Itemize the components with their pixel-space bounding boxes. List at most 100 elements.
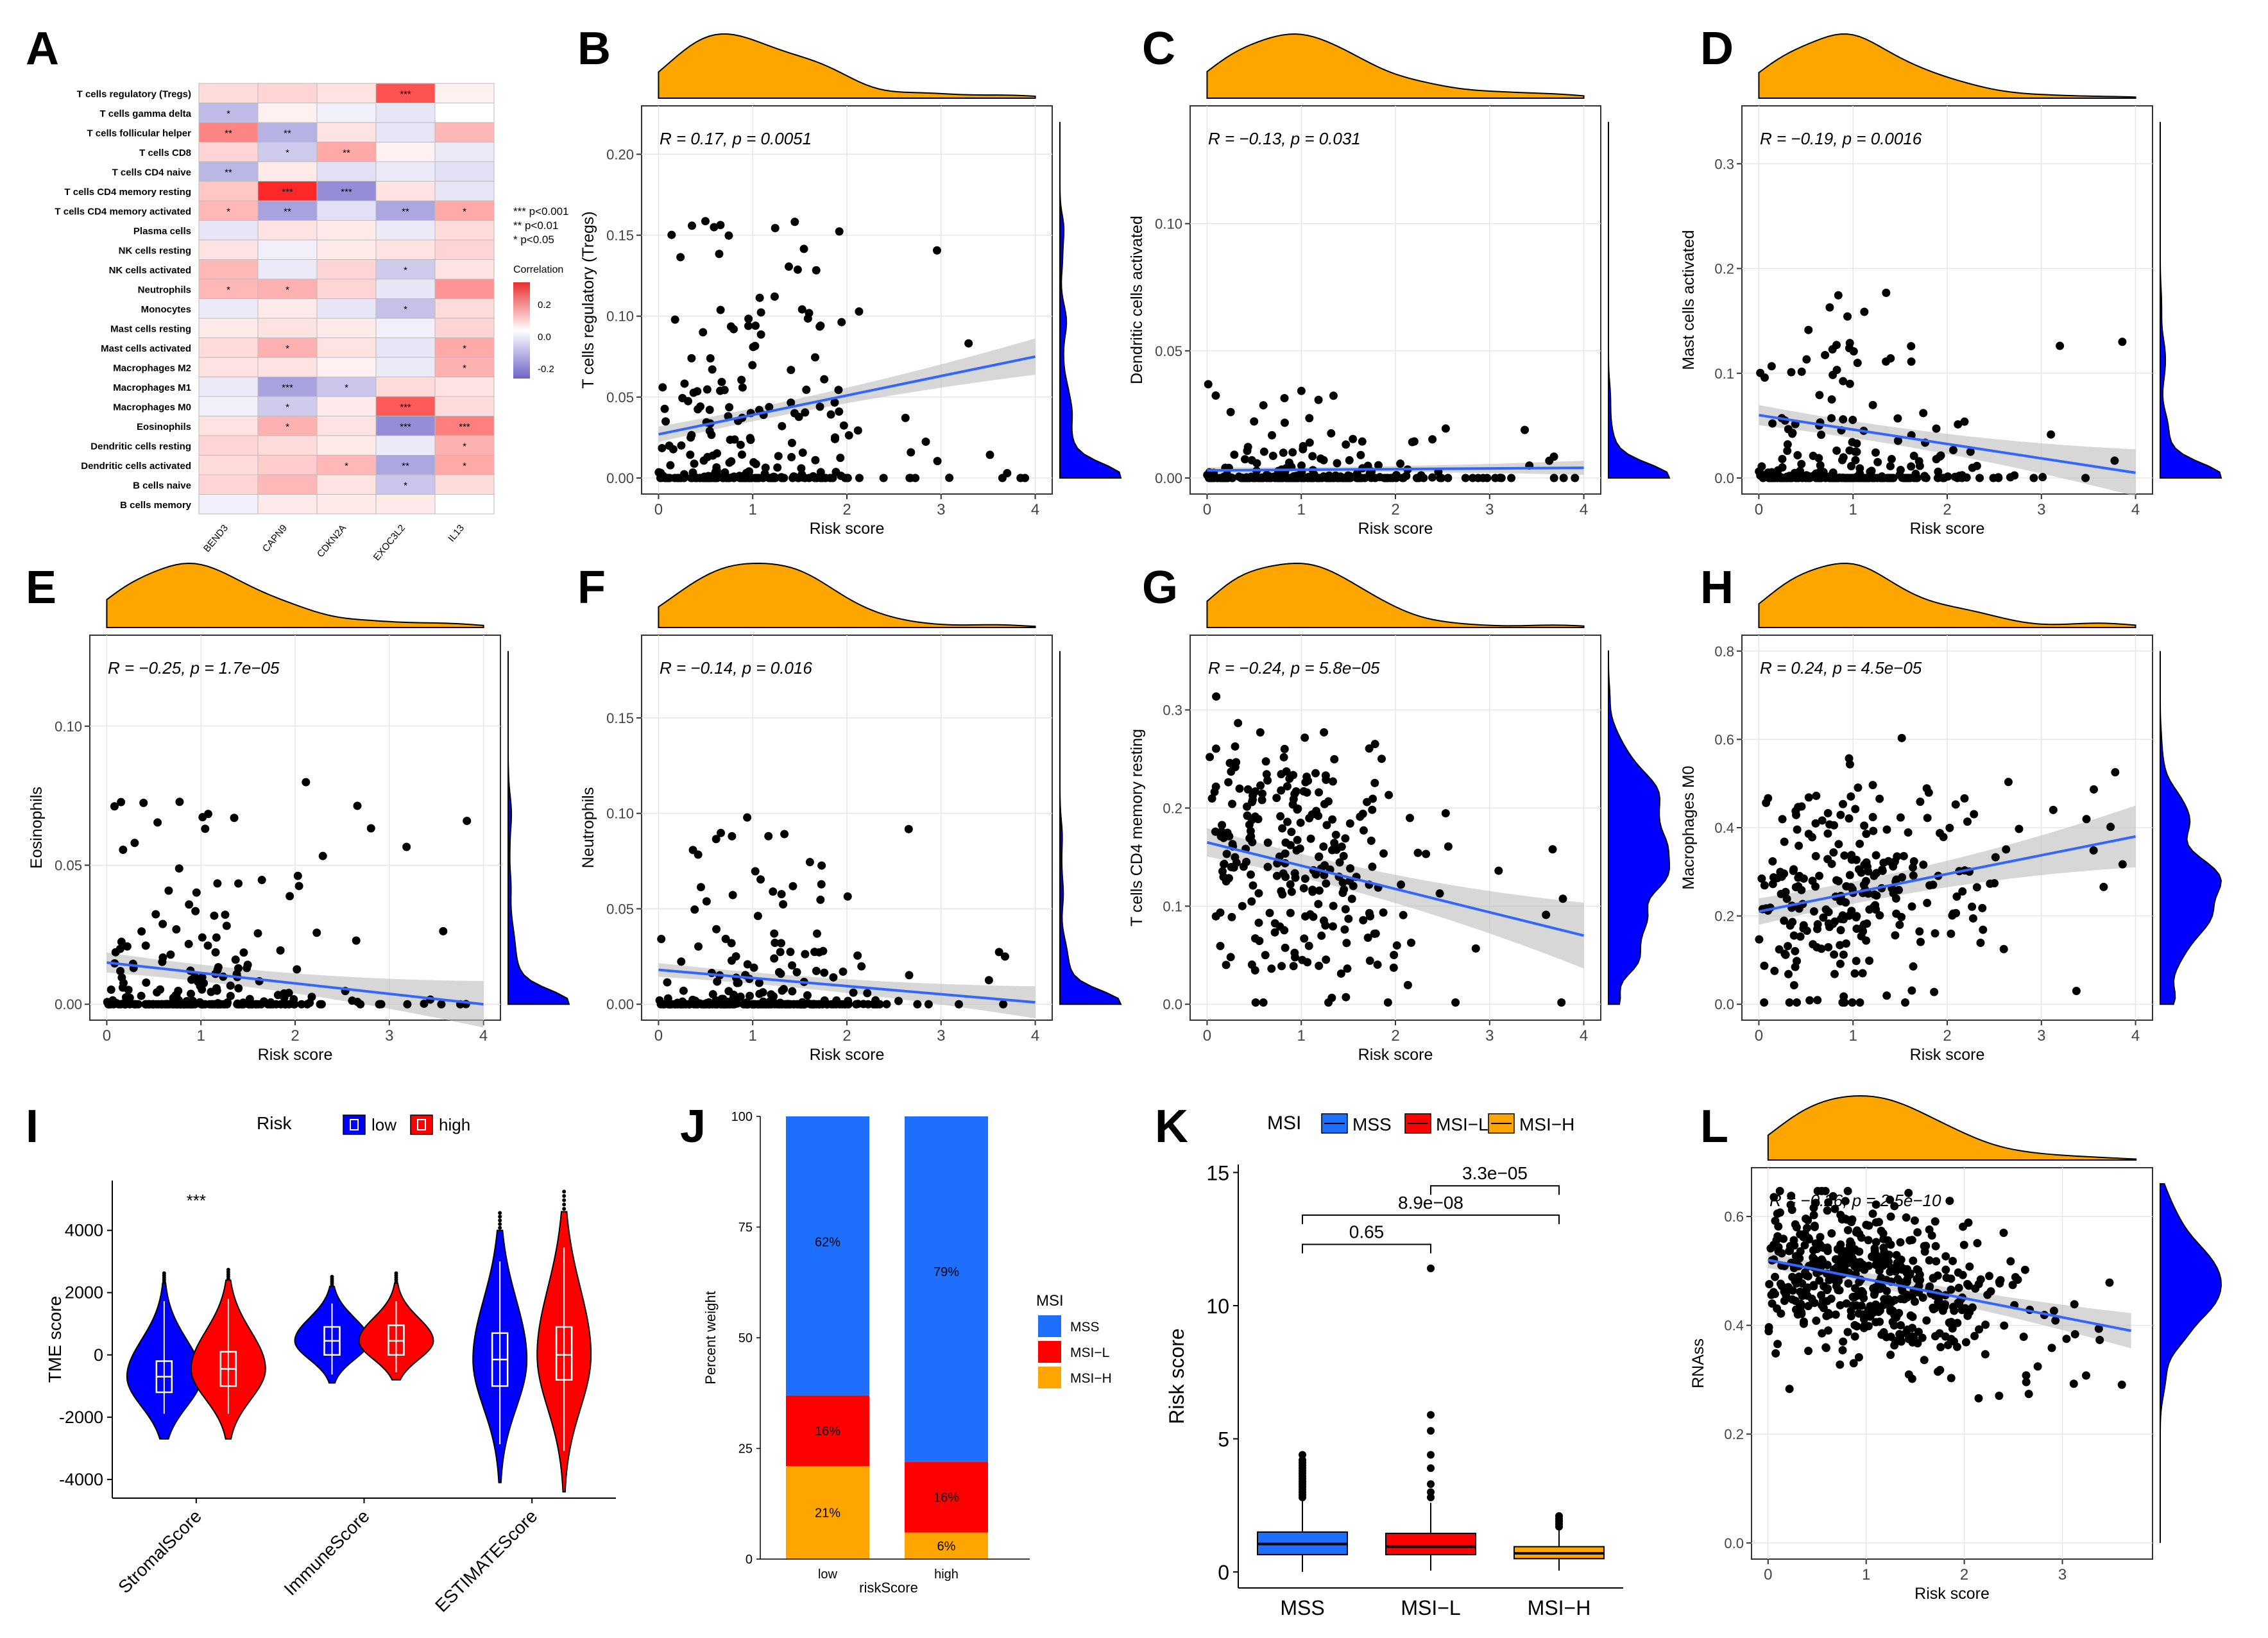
data-point <box>1896 466 1905 475</box>
data-point <box>1256 728 1265 737</box>
data-point <box>1805 996 1814 1005</box>
heatmap-cell <box>257 416 318 436</box>
legend-box-glyph <box>417 1119 426 1130</box>
data-point <box>694 942 703 951</box>
data-point <box>746 991 755 1000</box>
right-density <box>507 651 570 1005</box>
data-point <box>663 473 672 482</box>
box-iqr <box>555 1326 573 1381</box>
heatmap-row-label: NK cells activated <box>109 265 191 276</box>
regression-line <box>658 355 1036 436</box>
data-point <box>692 473 701 482</box>
data-point <box>1923 898 1932 907</box>
heatmap-cell <box>375 122 436 142</box>
heatmap-cell <box>434 474 495 495</box>
x-axis-label: Risk score <box>810 1046 885 1064</box>
heatmap-cell <box>257 435 318 456</box>
data-point <box>1950 1306 1959 1315</box>
heatmap-row-label: T cells follicular helper <box>87 128 191 139</box>
data-point <box>666 461 675 470</box>
data-point <box>1339 851 1348 860</box>
data-point <box>1838 1345 1847 1354</box>
colorbar-title: Correlation <box>513 264 563 275</box>
legend-label: MSI−H <box>1070 1371 1112 1386</box>
data-point <box>1247 960 1256 969</box>
data-point <box>1813 925 1822 934</box>
data-point <box>1780 1297 1789 1306</box>
data-point <box>728 891 737 900</box>
heatmap-cell <box>257 259 318 280</box>
data-point <box>2056 341 2065 350</box>
data-point <box>1916 798 1925 806</box>
data-point <box>1799 874 1808 883</box>
data-point <box>1896 1238 1905 1247</box>
data-point <box>1315 961 1324 970</box>
data-point <box>1848 1215 1857 1224</box>
scatter-panel-l: 0 1 2 3 0.0 0.2 0.4 0.6 Risk score RNAss R = −0.26… <box>1689 1095 2222 1603</box>
data-point <box>192 888 201 897</box>
data-point <box>734 978 743 987</box>
data-point <box>1386 473 1395 482</box>
data-point <box>770 954 779 963</box>
data-point <box>1860 307 1869 316</box>
data-point <box>1261 951 1270 960</box>
scatter-panel-b: 0 1 2 3 4 0.00 0.05 0.10 0.15 0.20 Risk score T cel… <box>579 33 1122 538</box>
data-point <box>1768 419 1777 428</box>
panel-label-k: K <box>1155 1101 1188 1152</box>
heatmap-cell <box>316 494 377 515</box>
data-point <box>1507 473 1516 482</box>
comparison-bracket <box>1430 1185 1560 1195</box>
significance-legend-item: ** p<0.01 <box>513 219 558 232</box>
x-tick-label: 2 <box>291 1027 299 1045</box>
data-point <box>1819 913 1828 922</box>
heatmap-cell <box>434 239 495 260</box>
heatmap-cell <box>257 318 318 338</box>
data-point <box>1367 836 1376 845</box>
right-density <box>1608 651 1671 1005</box>
data-point <box>1931 1241 1940 1250</box>
data-point <box>1868 781 1877 790</box>
data-point <box>1976 1275 1985 1284</box>
outlier-point <box>226 1267 230 1272</box>
heatmap-row-label: NK cells resting <box>119 245 191 256</box>
heatmap-cell <box>316 357 377 377</box>
data-point <box>1852 447 1861 456</box>
heatmap-row-label: B cells naive <box>133 480 191 491</box>
data-point <box>1919 409 1928 418</box>
data-point <box>1219 873 1228 882</box>
data-point <box>834 386 843 395</box>
data-point <box>117 798 126 806</box>
data-point <box>1872 1238 1880 1247</box>
data-point <box>1854 1263 1863 1272</box>
data-point <box>1902 1290 1911 1299</box>
heatmap-cell <box>316 103 377 123</box>
data-point <box>116 966 125 975</box>
heatmap-star: * <box>463 206 466 217</box>
outlier-point <box>394 1271 398 1275</box>
heatmap-star: * <box>345 461 348 472</box>
data-point <box>2015 824 2024 833</box>
data-point <box>1402 472 1411 481</box>
y-tick-label: 0.10 <box>606 309 634 325</box>
heatmap-cell <box>434 142 495 162</box>
data-point <box>1925 881 1934 890</box>
data-point <box>1250 417 1259 426</box>
data-point <box>1831 1310 1840 1319</box>
data-point <box>726 435 735 444</box>
data-point <box>1816 1233 1825 1241</box>
data-point <box>1976 939 1985 948</box>
data-point <box>1324 998 1333 1007</box>
data-point <box>139 798 148 807</box>
scatter-panel-h: 0 1 2 3 4 0.0 0.2 0.4 0.6 0.8 Risk score Macrophage… <box>1680 562 2222 1064</box>
data-point <box>117 973 126 982</box>
data-point <box>1799 1319 1808 1328</box>
data-point <box>2118 337 2127 346</box>
heatmap-cell <box>434 455 495 475</box>
heatmap-cell <box>257 494 318 515</box>
data-point <box>1931 1217 1940 1226</box>
data-point <box>1279 753 1288 762</box>
data-point <box>1830 821 1839 830</box>
data-point <box>789 473 797 482</box>
data-point <box>1798 1292 1807 1301</box>
heatmap-star: ** <box>225 167 232 178</box>
